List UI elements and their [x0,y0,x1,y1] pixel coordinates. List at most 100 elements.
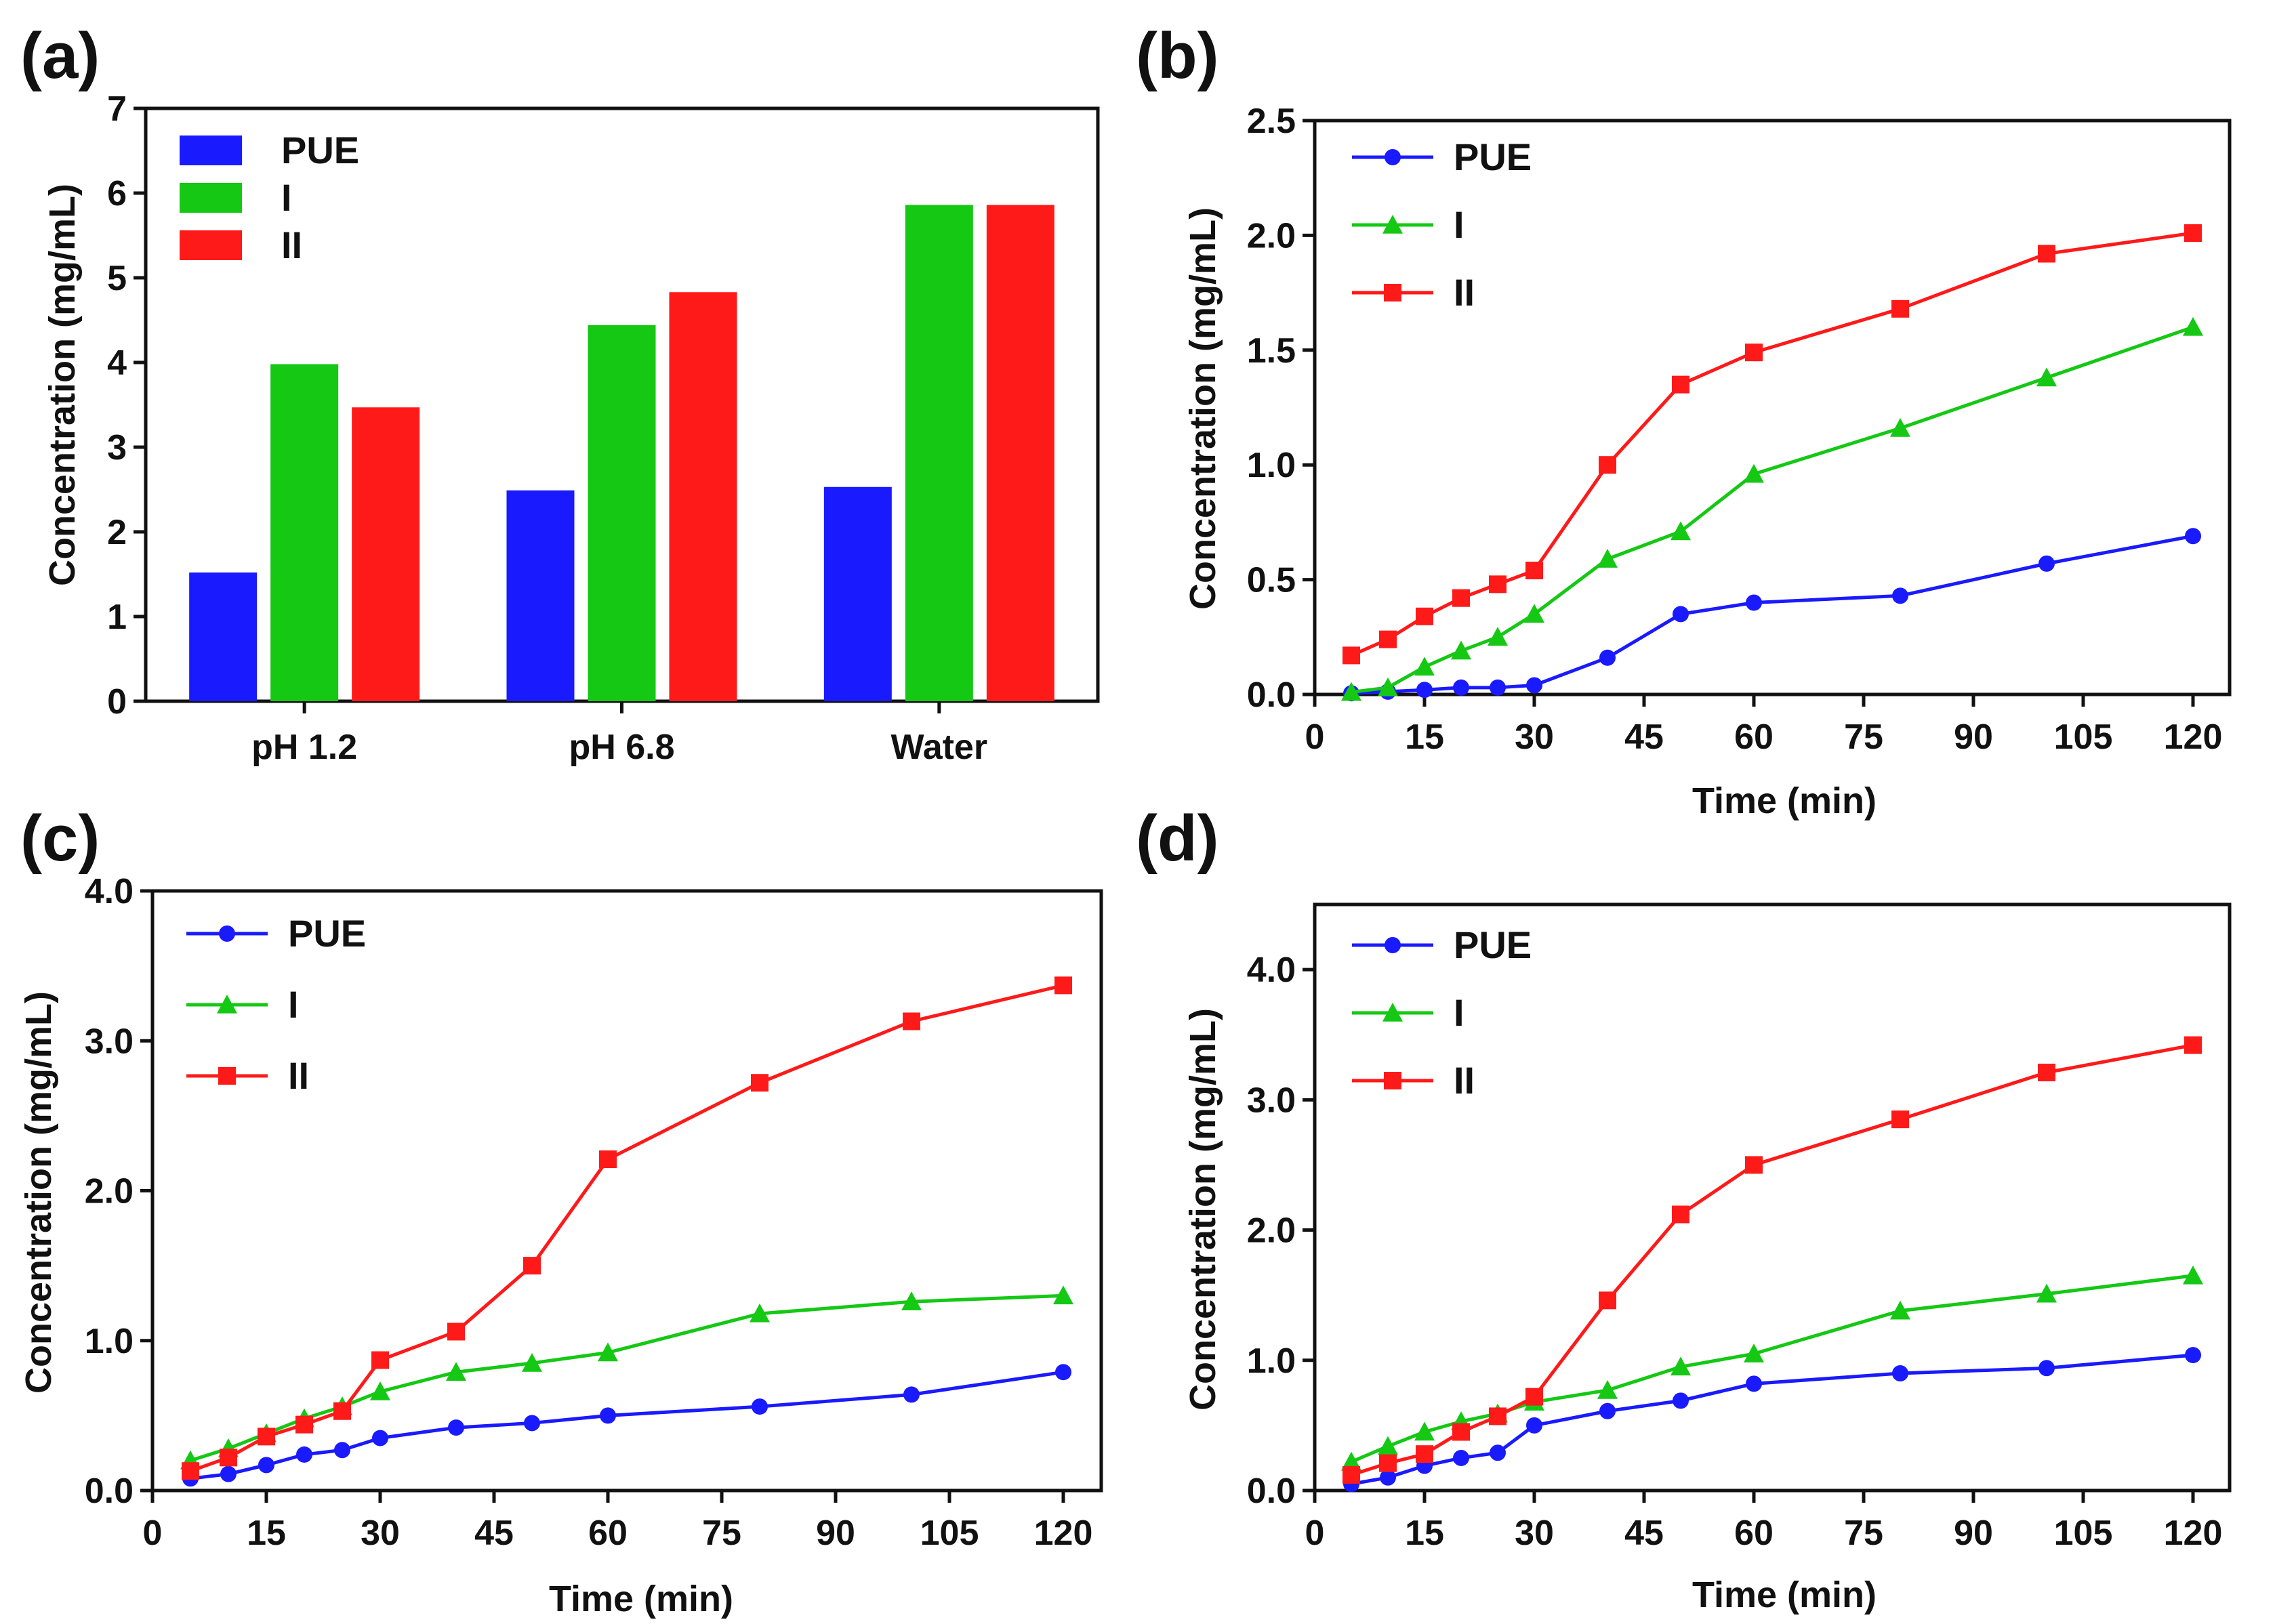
panel-a-bar-ii [986,205,1054,701]
panel-d-point-pue [1892,1365,1908,1381]
panel-c-x-tick-label: 15 [247,1514,286,1553]
panel-d-point-ii [2184,1036,2202,1054]
panel-b-x-tick-label: 45 [1624,717,1664,757]
panel-d-point-i [1378,1436,1398,1455]
panel-d-point-i [1597,1379,1618,1399]
panel-c-legend-marker [218,1067,236,1085]
panel-b-point-i [1341,682,1361,701]
panel-b-plot-area: 0.0 0.5 1.0 1.5 2.0 2.5 0 15 30 45 60 75 90 105 120 PUE… [1247,102,2232,757]
panel-d-legend-marker [1385,937,1401,953]
panel-c-series-line-pue [190,1370,1064,1480]
panel-b-x-axis-title: Time (min) [1692,780,1877,821]
panel-b-letter: (b) [1136,20,1219,92]
panel-b-point-i [1524,604,1544,623]
panel-b-y-tick-label: 0.0 [1247,675,1296,715]
panel-b-point-ii [1489,575,1507,594]
panel-c-x-tick-label: 90 [816,1514,855,1553]
panel-b-y-tick-label: 1.5 [1247,331,1296,371]
panel-b-plot-frame [1313,119,2232,696]
panel-d-x-tick-label: 30 [1515,1514,1554,1553]
panel-d-line-chart: (d) Concentration (mg/mL) Time (min) 0.0… [1136,802,2232,1615]
panel-a-legend-swatch [180,183,242,213]
panel-d-x-tick-label: 120 [2164,1514,2223,1553]
panel-a-x-tick-label: Water [891,728,988,767]
panel-c-point-ii [220,1449,237,1467]
panel-c-point-ii [371,1351,389,1369]
panel-c-point-i [1053,1285,1073,1305]
panel-b-point-ii [1452,589,1470,607]
panel-d-point-ii [1489,1407,1507,1425]
panel-c-plot-frame [150,889,1103,1493]
panel-c-point-i [446,1362,466,1381]
panel-b-x-tick-label: 60 [1734,717,1774,757]
panel-c-point-pue [258,1457,274,1474]
panel-a-bar-i [270,364,339,701]
panel-a-x-tick-label: pH 6.8 [569,728,674,767]
panel-d-point-i [1671,1356,1691,1376]
panel-c-letter: (c) [20,802,100,875]
panel-b-legend-label: II [1454,271,1475,314]
panel-d-point-ii [1745,1156,1763,1174]
panel-c-x-tick-label: 0 [143,1514,163,1553]
panel-c-point-pue [903,1386,920,1403]
panel-b-point-i [2036,367,2057,387]
panel-d-point-ii [1416,1445,1433,1463]
panel-c-x-tick-label: 75 [702,1514,741,1553]
panel-b-x-tick-label: 120 [2164,717,2223,757]
panel-c-point-ii [903,1012,920,1030]
panel-b-series-line-ii [1350,231,2194,657]
panel-d-series-line-ii [1351,1043,2194,1477]
panel-d-x-tick-label: 90 [1954,1514,1993,1553]
panel-b-point-i [1890,417,1910,437]
panel-a-y-tick-label: 1 [107,598,127,637]
panel-c-point-i [522,1352,542,1372]
panel-b-point-i [1671,521,1691,541]
panel-b-point-ii [1891,299,1909,318]
panel-b-x-tick-label: 105 [2054,717,2113,757]
panel-b-point-i [1488,627,1508,646]
panel-d-x-tick-label: 45 [1624,1514,1664,1553]
panel-b-point-i [1414,657,1435,676]
panel-c-x-axis-title: Time (min) [549,1579,733,1619]
panel-a-bar-ii [352,407,420,701]
panel-b-point-i [1451,640,1471,660]
panel-b-y-tick-label: 2.0 [1247,216,1296,255]
panel-a-legend-swatch [180,136,242,165]
panel-c-point-pue [448,1419,464,1436]
panel-c-series-line-ii [190,983,1064,1473]
panel-b-legend-label: I [1454,203,1464,246]
panel-d-y-tick-label: 0.0 [1247,1472,1296,1511]
panel-d-point-pue [1490,1444,1506,1461]
panel-c-y-tick-label: 3.0 [85,1022,134,1061]
panel-d-point-pue [1380,1469,1396,1486]
panel-b-y-tick-label: 2.5 [1247,102,1296,141]
panel-d-y-tick-label: 3.0 [1247,1081,1296,1120]
panel-c-x-tick-label: 45 [474,1514,514,1553]
panel-b-point-pue [2038,555,2055,572]
panel-b-x-tick-label: 0 [1305,717,1325,757]
panel-d-legend-label: I [1454,991,1464,1034]
panel-b-point-ii [1599,456,1616,474]
panel-b-legend-marker [1384,284,1401,301]
panel-c-point-ii [751,1074,768,1092]
panel-c-point-pue [524,1415,540,1432]
panel-b-point-pue [1453,679,1469,696]
panel-c-point-i [901,1291,922,1310]
panel-d-legend-label: II [1454,1059,1475,1102]
panel-c-legend-label: I [288,983,299,1026]
panel-b-series-line-i [1351,325,2194,694]
panel-a-legend-label: I [281,176,292,219]
panel-c-point-pue [600,1407,616,1424]
panel-d-x-tick-label: 15 [1405,1514,1444,1553]
panel-c-x-tick-label: 120 [1034,1514,1093,1553]
panel-d-legend-label: PUE [1454,923,1532,966]
panel-c-point-ii [599,1150,617,1169]
panel-c-point-pue [334,1442,350,1459]
panel-b-point-ii [2038,245,2055,263]
panel-b-point-i [1597,549,1618,568]
panel-b-point-pue [1673,606,1689,623]
panel-d-point-pue [1453,1449,1469,1466]
